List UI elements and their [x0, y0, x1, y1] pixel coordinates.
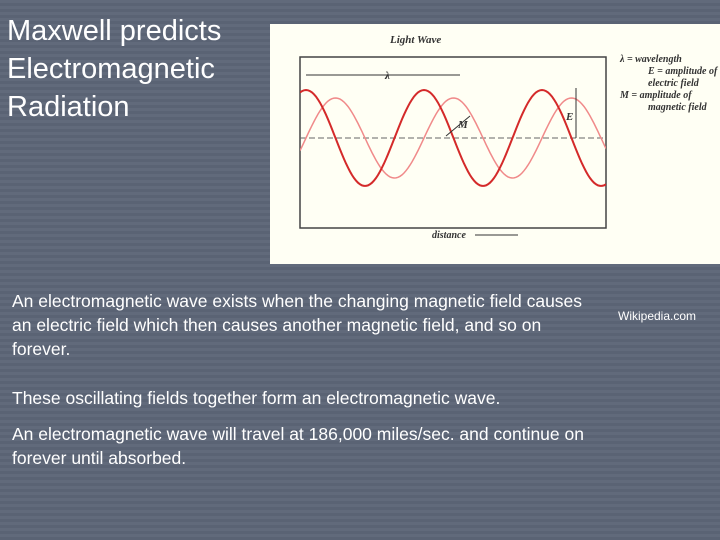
x-axis-label: distance: [432, 230, 466, 241]
diagram-title: Light Wave: [389, 34, 441, 46]
legend-line: M = amplitude of: [619, 90, 693, 101]
e-label: E: [565, 111, 573, 123]
m-arrow: [445, 115, 471, 137]
lambda-label: λ: [384, 70, 390, 82]
legend-line: E = amplitude of: [647, 66, 719, 77]
diagram-bg: [270, 24, 720, 264]
electric-wave: [300, 88, 606, 187]
legend-line: λ = wavelength: [619, 54, 682, 65]
magnetic-wave: [300, 97, 606, 179]
legend-line: electric field: [648, 78, 700, 89]
legend-line: magnetic field: [648, 102, 708, 113]
frame: [299, 56, 607, 229]
m-label: M: [457, 119, 469, 131]
slide-title: Maxwell predicts Electromagnetic Radiati…: [7, 15, 222, 123]
credit: Wikipedia.com: [618, 309, 697, 323]
paragraph: These oscillating fields together form a…: [12, 388, 501, 408]
paragraph: An electromagnetic wave will travel at 1…: [12, 424, 584, 468]
paragraph: An electromagnetic wave exists when the …: [12, 291, 583, 359]
wave-diagram: Light Wave λ E M distance λ = wavelength…: [270, 24, 720, 264]
